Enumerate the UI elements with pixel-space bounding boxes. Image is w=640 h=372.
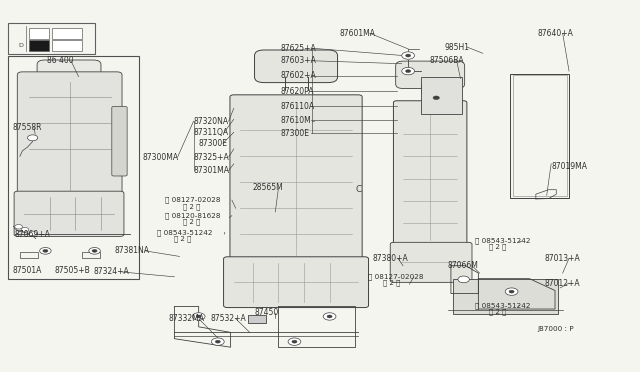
- Text: 87013+A: 87013+A: [545, 254, 580, 263]
- Text: 87332MA: 87332MA: [168, 314, 204, 323]
- Text: 87066M: 87066M: [448, 261, 479, 270]
- FancyBboxPatch shape: [37, 60, 101, 87]
- Text: 87602+A: 87602+A: [280, 71, 316, 80]
- Text: D: D: [18, 43, 23, 48]
- Circle shape: [402, 67, 415, 75]
- Text: 87325+A: 87325+A: [193, 153, 229, 161]
- Text: 87012+A: 87012+A: [545, 279, 580, 288]
- Text: 87603+A: 87603+A: [280, 56, 316, 65]
- Bar: [82, 251, 100, 258]
- Text: 87381NA: 87381NA: [115, 246, 149, 255]
- Text: C: C: [355, 185, 362, 194]
- Bar: [52, 40, 83, 51]
- Circle shape: [505, 288, 518, 295]
- Text: （ 2 ）: （ 2 ）: [383, 280, 400, 286]
- Text: 87300E: 87300E: [280, 129, 309, 138]
- Text: Ⓢ 08543-51242: Ⓢ 08543-51242: [157, 229, 212, 235]
- Text: 87620PA: 87620PA: [280, 87, 314, 96]
- Circle shape: [509, 290, 514, 293]
- Text: 87324+A: 87324+A: [93, 267, 129, 276]
- Bar: [248, 315, 266, 323]
- Text: 87558R: 87558R: [12, 123, 42, 132]
- FancyBboxPatch shape: [112, 106, 127, 176]
- Text: Ⓢ 08543-51242: Ⓢ 08543-51242: [474, 302, 530, 309]
- Circle shape: [458, 276, 469, 283]
- Text: 87069+A: 87069+A: [15, 230, 51, 240]
- FancyBboxPatch shape: [390, 242, 472, 282]
- FancyBboxPatch shape: [255, 50, 337, 83]
- FancyBboxPatch shape: [17, 72, 122, 200]
- FancyBboxPatch shape: [394, 101, 467, 249]
- FancyBboxPatch shape: [223, 257, 369, 308]
- Text: （ 2 ）: （ 2 ）: [174, 235, 192, 242]
- Text: 87625+A: 87625+A: [280, 44, 316, 52]
- Bar: [8, 56, 140, 279]
- Text: 28565M: 28565M: [253, 183, 284, 192]
- Circle shape: [323, 313, 336, 320]
- Circle shape: [215, 340, 220, 343]
- Text: 87532+A: 87532+A: [210, 314, 246, 323]
- Text: Ⓑ 08127-02028: Ⓑ 08127-02028: [166, 197, 221, 203]
- Circle shape: [196, 315, 201, 318]
- Text: （ 2 ）: （ 2 ）: [182, 203, 200, 210]
- Circle shape: [211, 338, 224, 345]
- Circle shape: [288, 338, 301, 345]
- Bar: [29, 40, 49, 51]
- Text: 87301MA: 87301MA: [193, 166, 230, 175]
- Circle shape: [406, 54, 411, 57]
- FancyBboxPatch shape: [396, 61, 465, 89]
- Text: （ 2 ）: （ 2 ）: [489, 244, 507, 250]
- Text: 87300MA: 87300MA: [143, 153, 179, 161]
- Text: 87501A: 87501A: [12, 266, 42, 275]
- Text: 87610M: 87610M: [280, 116, 311, 125]
- Circle shape: [15, 225, 22, 229]
- Bar: [510, 74, 569, 198]
- Text: 87311QA: 87311QA: [193, 128, 228, 137]
- Bar: [453, 279, 558, 314]
- Text: 87380+A: 87380+A: [372, 254, 408, 263]
- Text: 87300E: 87300E: [198, 139, 228, 148]
- Text: Ⓢ 08543-51242: Ⓢ 08543-51242: [474, 238, 530, 244]
- Bar: [8, 23, 95, 54]
- Text: 985H1: 985H1: [445, 42, 470, 51]
- Circle shape: [21, 228, 29, 232]
- Text: （ 2 ）: （ 2 ）: [489, 308, 507, 315]
- Text: 87505+B: 87505+B: [55, 266, 91, 275]
- Bar: [513, 75, 566, 196]
- Text: 87320NA: 87320NA: [193, 117, 228, 126]
- Text: 87601MA: 87601MA: [339, 29, 375, 38]
- Text: 87640+A: 87640+A: [537, 29, 573, 38]
- Circle shape: [29, 231, 36, 235]
- Text: Ⓑ 08127-02028: Ⓑ 08127-02028: [368, 273, 424, 280]
- Circle shape: [43, 249, 48, 252]
- Text: J87000 : P: J87000 : P: [537, 326, 573, 332]
- Circle shape: [40, 247, 51, 254]
- Bar: [20, 251, 38, 258]
- Text: （ 2 ）: （ 2 ）: [182, 219, 200, 225]
- Circle shape: [406, 70, 411, 73]
- Circle shape: [327, 315, 332, 318]
- Circle shape: [192, 313, 205, 320]
- Bar: [421, 77, 463, 114]
- Text: Ⓑ 08120-81628: Ⓑ 08120-81628: [166, 212, 221, 219]
- FancyBboxPatch shape: [14, 191, 124, 236]
- Text: 86 400: 86 400: [47, 56, 74, 65]
- Bar: [52, 28, 83, 39]
- FancyBboxPatch shape: [230, 95, 362, 264]
- Circle shape: [433, 96, 440, 100]
- Text: 87506BA: 87506BA: [430, 56, 465, 65]
- Text: 87450: 87450: [255, 308, 279, 317]
- Circle shape: [92, 249, 97, 252]
- Bar: [29, 28, 49, 39]
- Circle shape: [292, 340, 297, 343]
- Text: 876110A: 876110A: [280, 102, 314, 111]
- Circle shape: [402, 52, 415, 59]
- Text: 87019MA: 87019MA: [551, 162, 587, 171]
- Circle shape: [28, 135, 38, 141]
- Circle shape: [89, 247, 100, 254]
